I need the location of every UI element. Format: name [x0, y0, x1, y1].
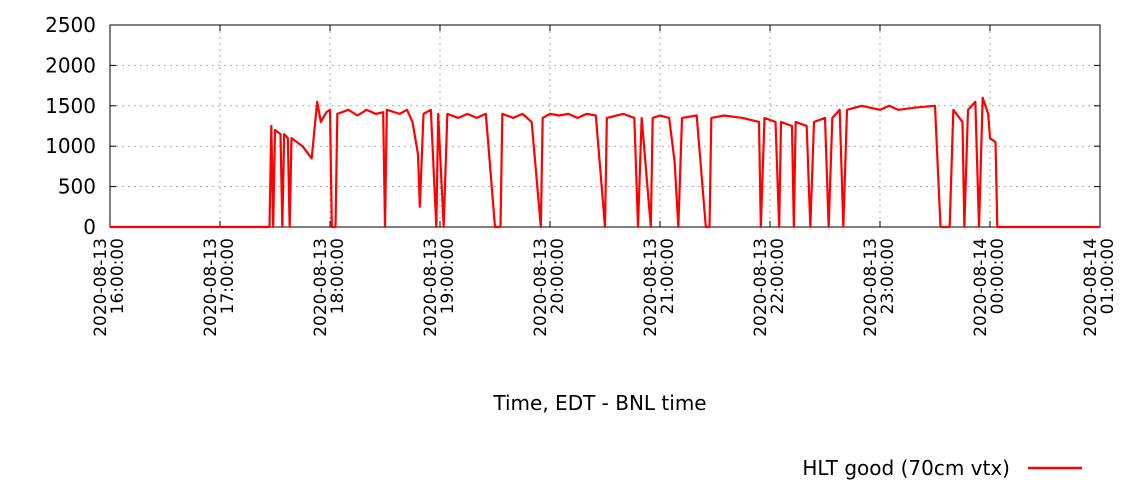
x-tick-label: 2020-08-13 20:00:00: [531, 238, 568, 337]
y-tick-label: 0: [83, 215, 96, 239]
x-tick-label: 2020-08-13 19:00:00: [421, 238, 458, 337]
x-tick-label: 2020-08-13 23:00:00: [861, 238, 898, 337]
y-tick-label: 1000: [45, 134, 96, 158]
x-tick-label: 2020-08-14 00:00:00: [971, 238, 1008, 337]
y-tick-label: 2500: [45, 13, 96, 37]
x-tick-label: 2020-08-13 17:00:00: [201, 238, 238, 337]
y-tick-label: 1500: [45, 94, 96, 118]
x-tick-label: 2020-08-13 22:00:00: [751, 238, 788, 337]
x-tick-label: 2020-08-13 16:00:00: [91, 238, 128, 337]
x-tick-label: 2020-08-13 18:00:00: [311, 238, 348, 337]
x-tick-label: 2020-08-14 01:00:00: [1081, 238, 1118, 337]
y-tick-label: 2000: [45, 53, 96, 77]
data-line: [110, 96, 1100, 229]
y-tick-label: 500: [58, 175, 96, 199]
legend-label: HLT good (70cm vtx): [802, 456, 1010, 480]
x-axis-label: Time, EDT - BNL time: [492, 391, 706, 415]
x-tick-label: 2020-08-13 21:00:00: [641, 238, 678, 337]
